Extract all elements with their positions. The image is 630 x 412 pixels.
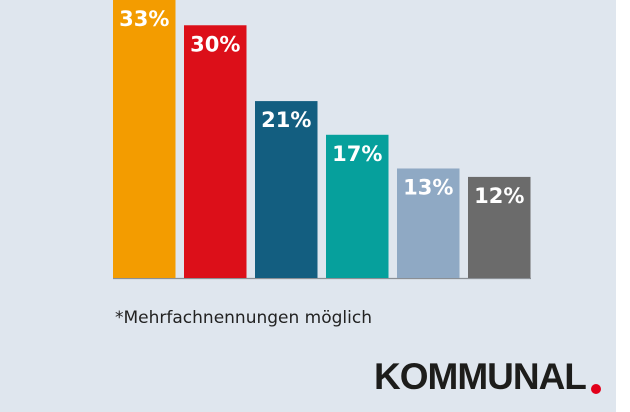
bar — [468, 176, 531, 278]
value-label: 30% — [190, 32, 240, 56]
footnote: *Mehrfachnennungen möglich — [115, 308, 372, 328]
bar — [184, 25, 247, 278]
bar — [255, 101, 318, 278]
bar — [326, 134, 389, 278]
logo-dot — [591, 384, 601, 394]
logo: KOMMUNAL — [374, 356, 586, 397]
bar — [397, 168, 460, 278]
value-label: 12% — [474, 184, 524, 208]
value-label: 13% — [403, 175, 453, 199]
value-label: 17% — [332, 142, 382, 166]
bar — [113, 0, 176, 278]
value-label: 33% — [119, 7, 169, 31]
value-label: 21% — [261, 108, 311, 132]
